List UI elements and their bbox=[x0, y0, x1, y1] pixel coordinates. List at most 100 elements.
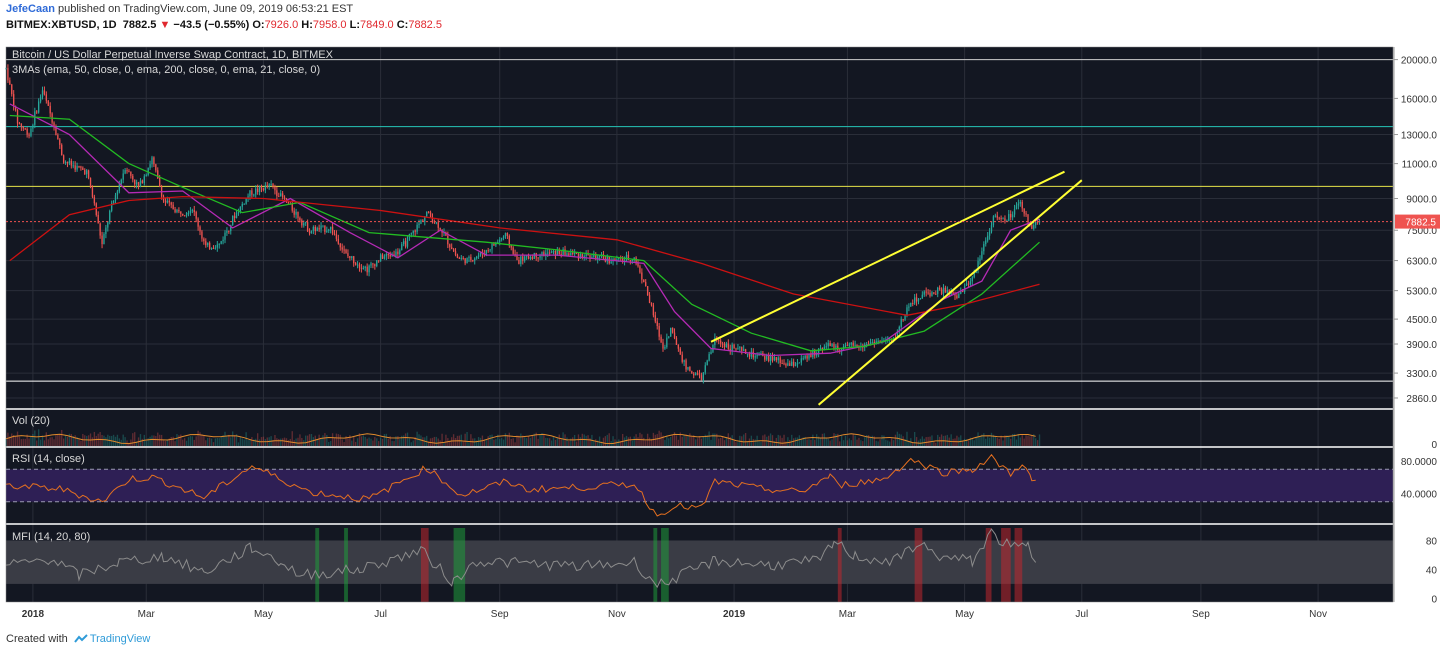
candle-body bbox=[831, 344, 833, 347]
volume-bar bbox=[716, 433, 718, 446]
volume-bar bbox=[846, 440, 849, 446]
price-tick-label: 13000.0 bbox=[1401, 131, 1438, 142]
candle-body bbox=[541, 252, 543, 256]
candle-body bbox=[935, 293, 937, 295]
candle-body bbox=[723, 343, 726, 348]
volume-bar bbox=[354, 441, 357, 446]
candle-body bbox=[1027, 214, 1029, 223]
candle-body bbox=[126, 170, 128, 172]
candle-body bbox=[464, 258, 466, 264]
candle-body bbox=[166, 200, 169, 203]
volume-bar bbox=[952, 438, 954, 446]
candle-body bbox=[631, 260, 633, 262]
volume-bar bbox=[74, 435, 76, 446]
volume-bar bbox=[808, 439, 810, 446]
volume-bar bbox=[299, 434, 301, 446]
author-name[interactable]: JefeCaan bbox=[6, 3, 55, 15]
volume-bar bbox=[940, 434, 943, 446]
volume-bar bbox=[349, 435, 351, 446]
candle-body bbox=[280, 193, 282, 197]
candle-body bbox=[128, 171, 130, 173]
volume-bar bbox=[214, 438, 217, 446]
volume-bar bbox=[839, 441, 841, 446]
volume-bar bbox=[533, 433, 535, 446]
volume-bar bbox=[124, 437, 126, 446]
volume-bar bbox=[318, 434, 320, 446]
volume-bar bbox=[201, 434, 203, 446]
volume-bar bbox=[183, 438, 186, 446]
candle-body bbox=[97, 214, 99, 224]
volume-bar bbox=[134, 432, 136, 446]
footer: Created with TradingView bbox=[6, 633, 150, 645]
candle-body bbox=[808, 354, 810, 359]
candle-body bbox=[965, 283, 968, 286]
time-tick-label: May bbox=[955, 609, 974, 620]
volume-bar bbox=[351, 440, 353, 446]
candle-body bbox=[82, 167, 84, 170]
candle-body bbox=[422, 220, 424, 222]
volume-bar bbox=[500, 437, 503, 446]
volume-bar bbox=[378, 441, 380, 446]
volume-bar bbox=[671, 435, 674, 446]
candle-body bbox=[249, 190, 251, 197]
volume-bar bbox=[510, 438, 512, 446]
candle-body bbox=[550, 251, 553, 254]
candle-body bbox=[132, 175, 134, 180]
candle-body bbox=[889, 338, 891, 340]
time-tick-label: Sep bbox=[491, 609, 509, 620]
candle-body bbox=[817, 349, 820, 354]
pane-dividers bbox=[5, 46, 1394, 603]
candle-body bbox=[1013, 209, 1016, 215]
volume-bar bbox=[506, 434, 509, 446]
chart-area[interactable]: 20000.0 16000.0 13000.0 11000.0 9000.0 7500.0… bbox=[0, 40, 1450, 625]
chart-title: Bitcoin / US Dollar Perpetual Inverse Sw… bbox=[12, 49, 334, 61]
volume-bar bbox=[249, 439, 251, 446]
candle-body bbox=[230, 224, 232, 232]
time-tick-label: Mar bbox=[138, 609, 156, 620]
volume-bar bbox=[525, 438, 528, 446]
volume-bar bbox=[316, 439, 318, 446]
volume-bar bbox=[328, 442, 330, 446]
volume-bar bbox=[335, 433, 338, 446]
candle-body bbox=[402, 241, 405, 245]
candle-body bbox=[514, 253, 516, 255]
volume-bar bbox=[727, 433, 729, 446]
candle-body bbox=[754, 356, 756, 358]
volume-bar bbox=[858, 437, 860, 446]
volume-bar bbox=[787, 437, 789, 446]
volume-bar bbox=[556, 437, 559, 446]
tradingview-link[interactable]: TradingView bbox=[89, 633, 151, 645]
candle-body bbox=[314, 226, 316, 232]
candle-body bbox=[954, 293, 956, 296]
candle-body bbox=[341, 247, 343, 250]
volume-bar bbox=[662, 435, 664, 446]
volume-bar bbox=[293, 440, 295, 446]
candle-body bbox=[694, 373, 697, 376]
volume-bar bbox=[9, 436, 11, 446]
volume-bar bbox=[376, 438, 378, 446]
volume-bar bbox=[199, 432, 201, 446]
candle-body bbox=[746, 353, 749, 355]
candle-body bbox=[969, 281, 972, 285]
candle-body bbox=[1011, 214, 1014, 218]
candle-body bbox=[606, 256, 608, 262]
volume-bar bbox=[979, 436, 981, 446]
candle-body bbox=[721, 343, 724, 345]
volume-bar bbox=[1027, 435, 1029, 446]
candle-body bbox=[773, 357, 776, 361]
candle-body bbox=[743, 349, 745, 351]
candle-body bbox=[879, 340, 881, 342]
candle-body bbox=[174, 209, 176, 213]
candle-body bbox=[718, 340, 720, 342]
candle-body bbox=[420, 220, 422, 224]
volume-bar bbox=[687, 435, 689, 446]
volume-bar bbox=[593, 440, 595, 446]
close-value: 7882.5 bbox=[408, 19, 442, 31]
price-tick-label: 3900.0 bbox=[1406, 340, 1437, 351]
candle-body bbox=[195, 212, 197, 219]
volume-bar bbox=[960, 435, 962, 446]
volume-bar bbox=[101, 434, 103, 446]
mfi-overbought-highlight bbox=[837, 528, 842, 602]
volume-bar bbox=[723, 440, 726, 446]
volume-bar bbox=[718, 438, 720, 446]
